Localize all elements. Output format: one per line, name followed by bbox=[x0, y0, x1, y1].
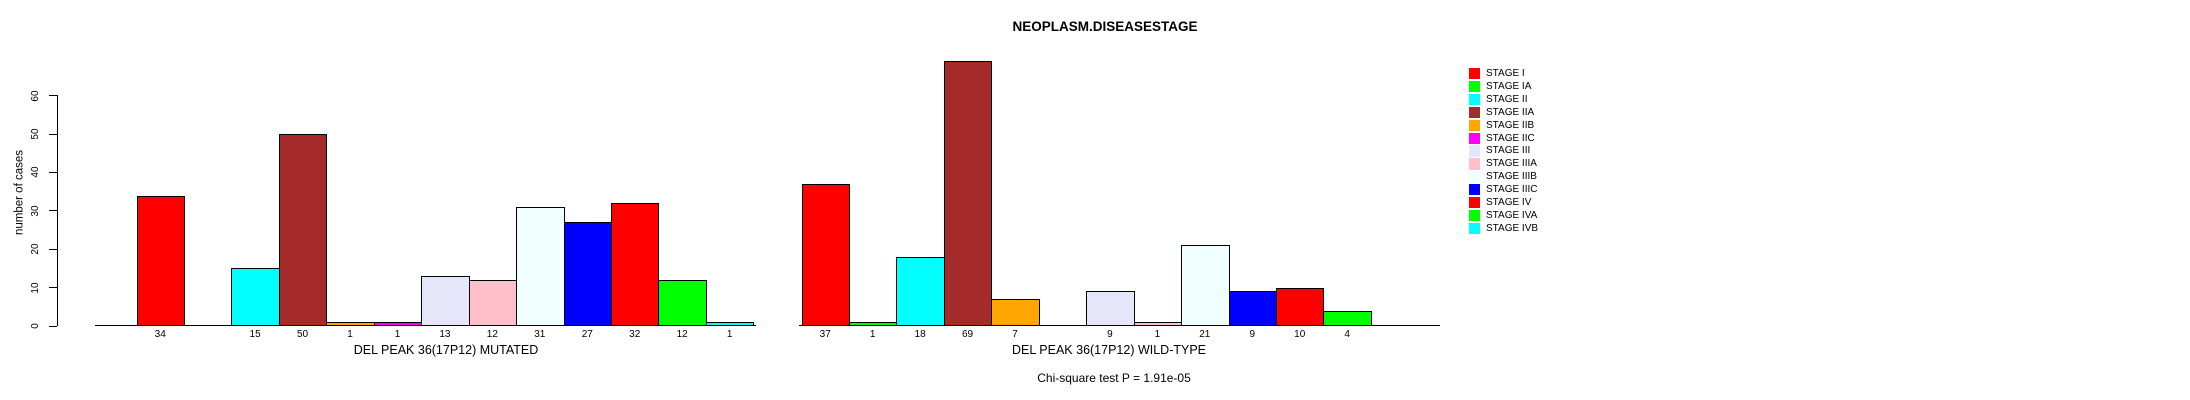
bar-value-label: 15 bbox=[249, 329, 261, 340]
bar-value-label: 21 bbox=[1199, 329, 1211, 340]
bar-value-label: 12 bbox=[676, 329, 688, 340]
legend-swatch bbox=[1468, 80, 1480, 93]
bar bbox=[516, 207, 565, 326]
legend-swatch bbox=[1468, 68, 1480, 80]
bar-value-label: 1 bbox=[726, 329, 733, 340]
bar-value-label: 13 bbox=[439, 329, 451, 340]
legend-label: STAGE IV bbox=[1486, 197, 1532, 208]
bar-value-label: 32 bbox=[629, 329, 641, 340]
bar bbox=[136, 195, 185, 326]
legend-swatch bbox=[1468, 119, 1480, 131]
bar-value-label: 7 bbox=[1012, 329, 1018, 340]
legend-swatch bbox=[1468, 184, 1480, 196]
bar bbox=[231, 268, 280, 326]
bar bbox=[468, 279, 518, 326]
bar-value-label: 10 bbox=[1294, 329, 1306, 340]
y-axis-tick bbox=[49, 287, 57, 289]
bar bbox=[1181, 245, 1230, 326]
bar-value-label: 9 bbox=[1249, 329, 1256, 340]
y-axis-tick bbox=[49, 171, 57, 173]
bar-value-label: 1 bbox=[394, 329, 401, 340]
bar-value-label: 9 bbox=[1107, 329, 1113, 340]
bar bbox=[1323, 310, 1372, 326]
bar bbox=[658, 279, 707, 326]
legend-label: STAGE IIC bbox=[1486, 132, 1535, 144]
legend-label: STAGE IVA bbox=[1486, 209, 1538, 221]
legend-swatch bbox=[1468, 132, 1480, 144]
legend-swatch bbox=[1468, 222, 1480, 235]
bar bbox=[801, 183, 850, 326]
bar-value-label: 1 bbox=[869, 329, 876, 340]
legend-swatch bbox=[1468, 145, 1480, 157]
legend-label: STAGE IIIC bbox=[1486, 184, 1538, 196]
bar-value-label: 37 bbox=[819, 329, 831, 340]
y-axis-tick bbox=[49, 248, 57, 250]
legend-label: STAGE I bbox=[1486, 68, 1525, 79]
x-axis-title-wildtype: DEL PEAK 36(17P12) WILD-TYPE bbox=[1011, 343, 1207, 357]
bar bbox=[705, 322, 755, 326]
legend-swatch bbox=[1468, 171, 1480, 183]
legend-label: STAGE IIIB bbox=[1486, 171, 1537, 183]
legend-swatch bbox=[1468, 93, 1480, 106]
legend-swatch bbox=[1468, 197, 1480, 209]
bar-value-label: 1 bbox=[1154, 329, 1161, 340]
legend-swatch bbox=[1468, 106, 1480, 118]
bar bbox=[563, 222, 612, 326]
bar bbox=[421, 276, 470, 326]
y-axis-tick bbox=[49, 210, 57, 212]
legend-label: STAGE IA bbox=[1486, 80, 1532, 92]
bar-value-label: 27 bbox=[581, 329, 593, 340]
x-axis-title-mutated: DEL PEAK 36(17P12) MUTATED bbox=[353, 343, 539, 357]
bar-value-label: 12 bbox=[486, 329, 498, 340]
legend-label: STAGE IIA bbox=[1486, 106, 1535, 118]
legend-label: STAGE III bbox=[1486, 145, 1531, 157]
bar bbox=[1228, 291, 1277, 326]
bar-value-label: 18 bbox=[914, 329, 926, 340]
bar bbox=[1086, 291, 1135, 326]
bar bbox=[1276, 287, 1325, 326]
y-axis-line bbox=[57, 95, 58, 326]
y-axis-tick bbox=[49, 133, 57, 135]
y-axis-tick bbox=[49, 325, 57, 327]
bar-value-label: 31 bbox=[534, 329, 546, 340]
legend-label: STAGE IIB bbox=[1486, 119, 1535, 131]
bar-value-label: 1 bbox=[347, 329, 353, 340]
bar bbox=[943, 61, 993, 326]
bar bbox=[611, 203, 660, 326]
legend-swatch bbox=[1468, 209, 1480, 222]
legend-label: STAGE II bbox=[1486, 93, 1528, 105]
bar-value-label: 4 bbox=[1344, 329, 1350, 340]
legend-label: STAGE IVB bbox=[1486, 222, 1539, 234]
bar bbox=[278, 134, 328, 326]
legend-label: STAGE IIIA bbox=[1486, 158, 1537, 170]
chart-title: NEOPLASM.DISEASESTAGE bbox=[1012, 19, 1198, 34]
y-axis-tick bbox=[49, 95, 57, 97]
bar bbox=[991, 299, 1040, 326]
bar-value-label: 50 bbox=[297, 329, 309, 340]
legend-swatch bbox=[1468, 158, 1480, 170]
bar-value-label: 69 bbox=[962, 329, 974, 340]
stat-annotation: Chi-square test P = 1.91e-05 bbox=[1037, 371, 1191, 385]
bar-value-label: 34 bbox=[154, 329, 166, 340]
